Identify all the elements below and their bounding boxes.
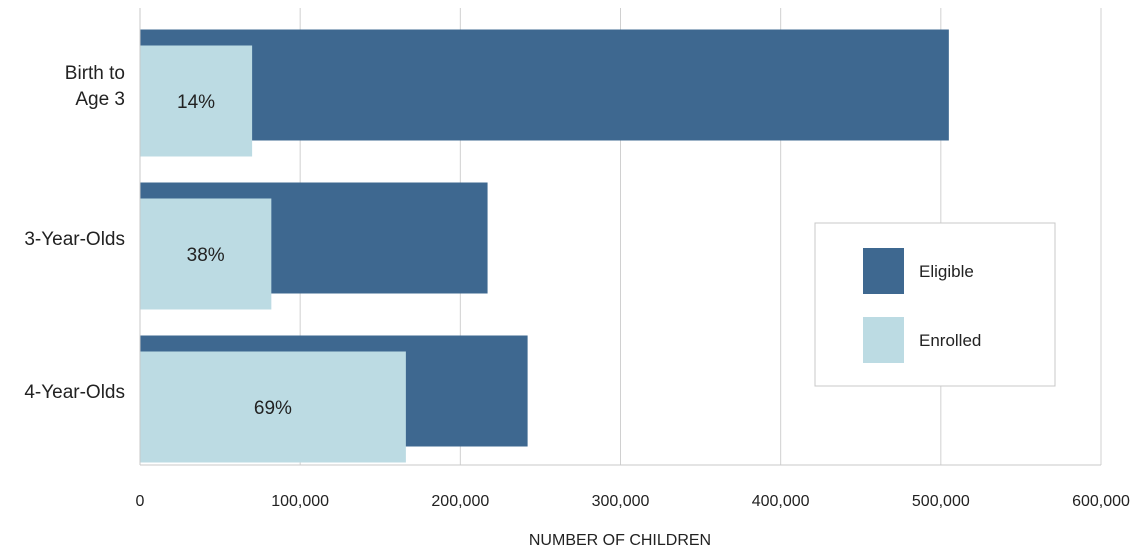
legend-box — [814, 222, 1056, 387]
bar-enrolled — [140, 351, 406, 463]
legend-label: Enrolled — [919, 331, 981, 350]
legend: Eligible Enrolled — [814, 222, 1056, 387]
data-label: 14% — [177, 92, 215, 113]
x-tick-label: 300,000 — [592, 493, 650, 510]
x-tick-label: 0 — [136, 493, 145, 510]
legend-label: Eligible — [919, 262, 974, 281]
legend-swatch — [863, 317, 904, 363]
legend-swatch — [863, 248, 904, 294]
data-label: 38% — [187, 245, 225, 266]
bars — [140, 29, 949, 463]
category-label: 3-Year-Olds — [24, 229, 125, 250]
category-label: Birth to — [65, 63, 125, 84]
data-label: 69% — [254, 398, 292, 419]
labels: 14% Birth to Age 3 38% 3-Year-Olds 69% 4-Year-… — [24, 63, 292, 419]
x-tick-label: 600,000 — [1072, 493, 1130, 510]
x-axis-title: NUMBER OF CHILDREN — [529, 532, 711, 548]
axes: 0 100,000 200,000 300,000 400,000 500,000 600,… — [136, 8, 1130, 510]
category-label: 4-Year-Olds — [24, 382, 125, 403]
bar-enrolled — [140, 45, 253, 157]
bar-eligible — [140, 29, 949, 141]
bar-enrolled — [140, 198, 272, 310]
x-tick-label: 100,000 — [271, 493, 329, 510]
x-tick-label: 200,000 — [431, 493, 489, 510]
category-label: Age 3 — [75, 89, 125, 110]
x-tick-label: 500,000 — [912, 493, 970, 510]
x-tick-label: 400,000 — [752, 493, 810, 510]
